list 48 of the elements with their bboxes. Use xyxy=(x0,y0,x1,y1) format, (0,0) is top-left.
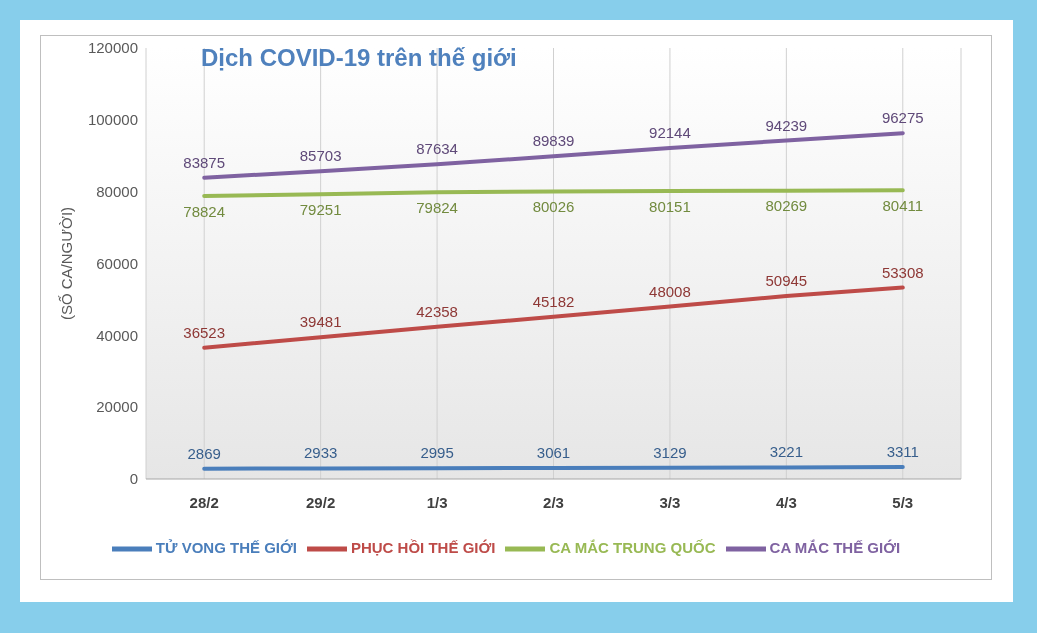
data-label: 80411 xyxy=(882,196,924,214)
y-tick-label: 20000 xyxy=(96,398,138,416)
data-label: 3061 xyxy=(536,444,571,462)
data-label: 96275 xyxy=(881,109,924,127)
data-label: 39481 xyxy=(299,313,342,331)
y-tick-label: 120000 xyxy=(87,39,138,57)
x-tick-label: 1/3 xyxy=(426,493,448,511)
x-tick-label: 2/3 xyxy=(543,493,564,511)
y-axis-title: (SỐ CA/NGƯỜI) xyxy=(58,206,76,321)
legend-label: PHỤC HỒI THẾ GIỚI xyxy=(350,539,496,557)
chart-title: Dịch COVID-19 trên thế giới xyxy=(201,44,517,72)
x-tick-label: 4/3 xyxy=(775,493,797,511)
legend-label: TỬ VONG THẾ GIỚI xyxy=(155,539,297,557)
y-tick-label: 40000 xyxy=(96,326,138,344)
data-label: 50945 xyxy=(765,272,808,290)
data-label: 94239 xyxy=(765,116,808,134)
data-label: 87634 xyxy=(416,140,458,158)
legend-label: CA MẮC TRUNG QUỐC xyxy=(549,539,716,557)
data-label: 45182 xyxy=(532,292,575,310)
data-label: 79824 xyxy=(416,198,458,216)
data-label: 80151 xyxy=(649,197,691,215)
y-tick-label: 100000 xyxy=(87,111,138,129)
x-tick-label: 28/2 xyxy=(189,493,219,511)
data-label: 89839 xyxy=(532,132,575,150)
data-label: 85703 xyxy=(299,147,342,165)
data-label: 3311 xyxy=(886,443,919,461)
data-label: 78824 xyxy=(183,202,226,220)
y-tick-label: 60000 xyxy=(96,254,138,272)
legend-label: CA MẮC THẾ GIỚI xyxy=(769,539,901,557)
data-label: 83875 xyxy=(183,153,226,171)
data-label: 36523 xyxy=(183,323,226,341)
x-tick-label: 5/3 xyxy=(892,493,914,511)
data-label: 2933 xyxy=(303,444,338,462)
data-label: 2869 xyxy=(187,444,221,462)
y-tick-label: 80000 xyxy=(96,182,138,200)
data-label: 48008 xyxy=(649,282,691,300)
x-tick-label: 29/2 xyxy=(306,493,336,511)
data-label: 80269 xyxy=(765,197,808,215)
x-tick-label: 3/3 xyxy=(659,493,681,511)
data-label: 80026 xyxy=(532,198,575,216)
data-label: 53308 xyxy=(881,263,924,281)
data-label: 92144 xyxy=(649,124,691,142)
data-label: 79251 xyxy=(299,201,342,219)
data-label: 2995 xyxy=(420,444,454,462)
data-label: 3129 xyxy=(653,443,687,461)
data-label: 3221 xyxy=(769,443,804,461)
y-tick-label: 0 xyxy=(129,470,138,488)
data-label: 42358 xyxy=(416,302,458,320)
